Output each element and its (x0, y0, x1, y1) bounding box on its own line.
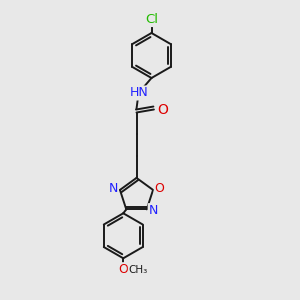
Text: O: O (155, 182, 165, 195)
Text: O: O (157, 103, 168, 116)
Text: HN: HN (130, 86, 148, 100)
Text: N: N (148, 204, 158, 217)
Text: O: O (118, 263, 128, 276)
Text: CH₃: CH₃ (129, 265, 148, 275)
Text: N: N (109, 182, 118, 195)
Text: Cl: Cl (145, 13, 158, 26)
